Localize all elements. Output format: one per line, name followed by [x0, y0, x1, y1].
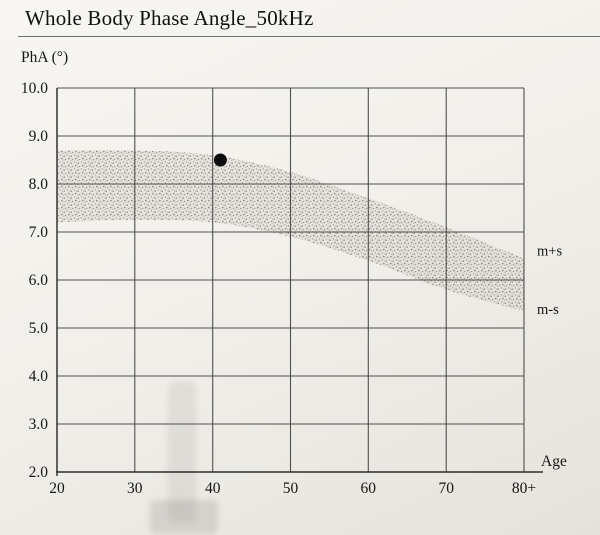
y-tick-label: 6.0: [29, 272, 49, 289]
band-upper-label: m+s: [537, 243, 562, 259]
y-tick-label: 2.0: [29, 464, 49, 481]
x-tick-label: 70: [438, 480, 454, 497]
x-tick-label: 20: [49, 480, 65, 497]
x-tick-label: 80+: [512, 480, 536, 497]
y-tick-label: 10.0: [21, 80, 48, 97]
chart-title: Whole Body Phase Angle_50kHz: [25, 6, 314, 30]
x-tick-label: 50: [283, 480, 299, 497]
x-axis-label: Age: [541, 453, 567, 470]
data-point-marker: [213, 153, 227, 167]
y-tick-label: 9.0: [29, 128, 49, 145]
title-divider: [18, 36, 600, 37]
y-tick-label: 3.0: [29, 416, 49, 433]
x-tick-label: 60: [361, 480, 377, 497]
y-tick-label: 4.0: [29, 368, 49, 385]
y-tick-label: 7.0: [29, 224, 49, 241]
y-tick-label: 5.0: [29, 320, 49, 337]
y-axis-label: PhA (°): [21, 49, 68, 66]
x-tick-label: 30: [127, 480, 143, 497]
x-tick-label: 40: [205, 480, 221, 497]
band-lower-label: m-s: [537, 302, 559, 318]
y-tick-label: 8.0: [29, 176, 49, 193]
